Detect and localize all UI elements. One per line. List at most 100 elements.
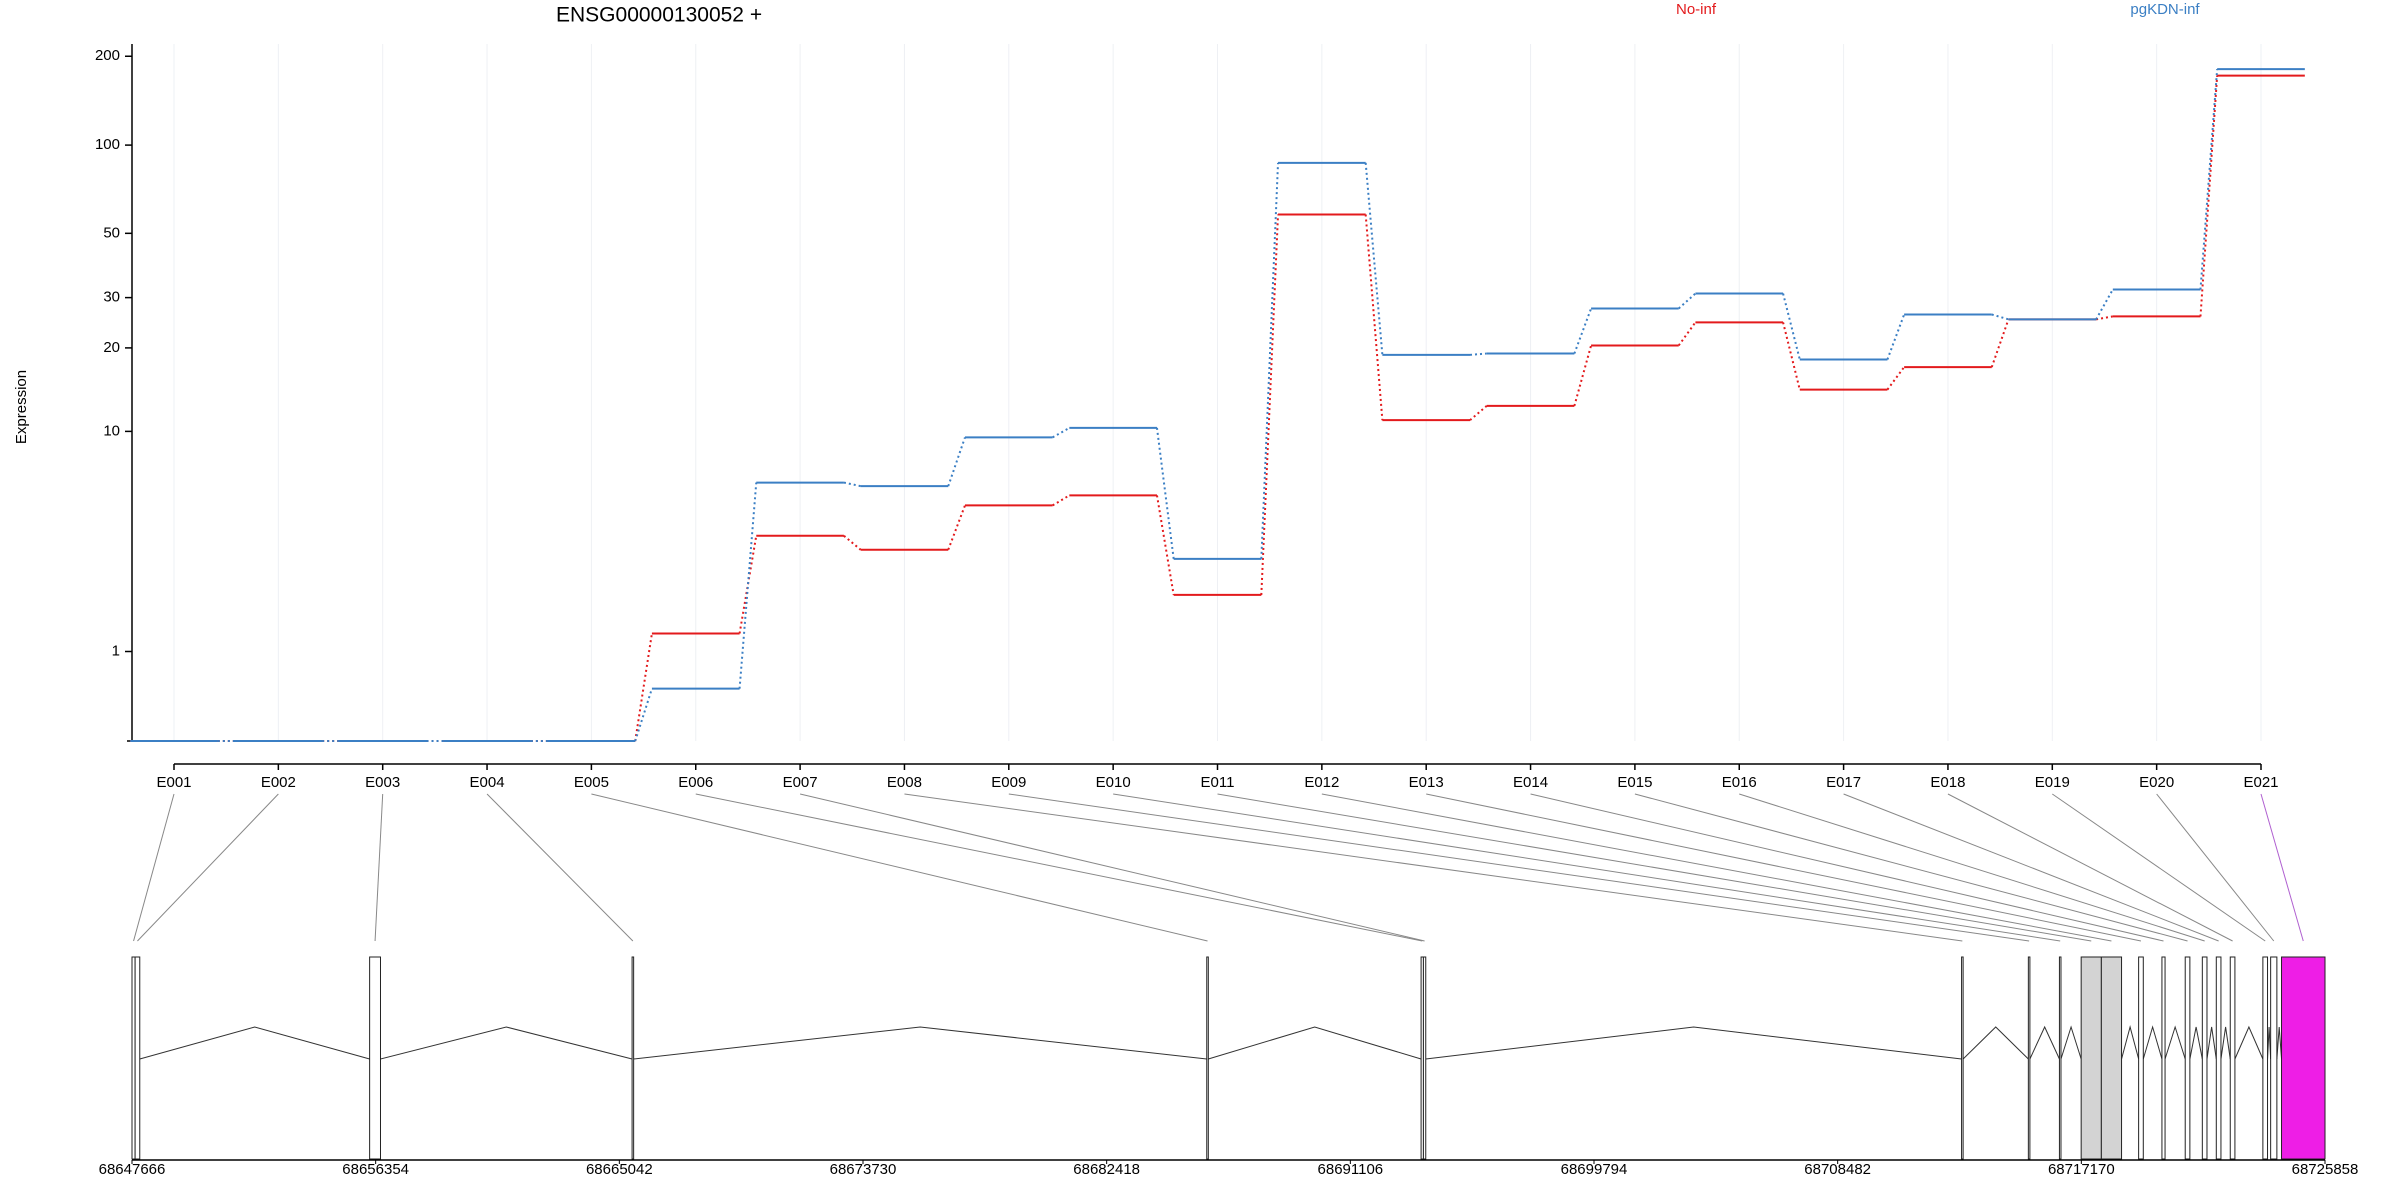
connector — [1886, 314, 1906, 360]
exon-link — [799, 793, 1425, 942]
y-tick-label: 20 — [103, 339, 120, 356]
connector — [1052, 427, 1070, 439]
connector — [843, 481, 861, 488]
x-tick-label: E001 — [156, 774, 191, 791]
connector — [1991, 313, 2009, 321]
x-tick-label: E006 — [678, 774, 713, 791]
x-tick-label: E013 — [1409, 774, 1444, 791]
connector — [1782, 293, 1801, 360]
exon-link — [1321, 793, 2112, 942]
connector — [738, 482, 758, 689]
x-tick-label: 68708482 — [1804, 1161, 1871, 1178]
exon — [369, 956, 381, 1160]
exon-link — [904, 793, 1963, 942]
exon — [2215, 956, 2222, 1160]
connector — [1260, 214, 1280, 595]
connector — [947, 505, 966, 551]
x-tick-label: 68647666 — [99, 1161, 166, 1178]
x-tick-label: E011 — [1201, 774, 1235, 791]
x-tick-label: 68699794 — [1561, 1161, 1628, 1178]
intron — [1962, 1026, 2029, 1060]
connector — [1677, 321, 1697, 347]
exon — [2138, 956, 2144, 1160]
connector — [1678, 292, 1697, 310]
exon — [2027, 956, 2031, 1160]
exon-link — [1008, 793, 2030, 942]
x-tick-label: 68656354 — [342, 1161, 409, 1178]
legend-entry: No-inf — [1676, 1, 1717, 18]
exon — [2184, 956, 2191, 1160]
x-tick-label: 68665042 — [586, 1161, 653, 1178]
connector — [738, 535, 758, 634]
connector — [1469, 405, 1488, 421]
connector — [1052, 494, 1070, 507]
y-tick-label: 30 — [103, 289, 120, 306]
connector — [634, 633, 653, 742]
exon — [1422, 956, 1427, 1160]
connector — [843, 535, 862, 551]
connector — [1573, 345, 1593, 407]
x-tick-label: 68691106 — [1318, 1161, 1384, 1178]
exon — [2058, 956, 2062, 1160]
legend-entry: pgKDN-inf — [2130, 1, 2200, 18]
exon — [134, 956, 141, 1160]
exon-link — [2156, 793, 2275, 942]
y-tick-label: 1 — [112, 642, 120, 659]
intron — [1425, 1026, 1962, 1060]
exon — [631, 956, 635, 1160]
exon-link — [591, 793, 1208, 942]
connector — [2095, 315, 2113, 321]
exon-link — [133, 793, 175, 942]
exon-link — [1947, 793, 2233, 942]
x-tick-label: 68717170 — [2048, 1161, 2115, 1178]
x-tick-label: E008 — [887, 774, 922, 791]
intron — [380, 1026, 633, 1060]
exon-link — [2052, 793, 2266, 942]
intron — [139, 1026, 370, 1060]
y-tick-label: 100 — [95, 136, 120, 153]
x-tick-label: 68725858 — [2292, 1161, 2359, 1178]
exon-link — [1217, 793, 2092, 942]
exon — [2262, 956, 2269, 1160]
exon-link — [1426, 793, 2142, 942]
connector — [1155, 427, 1175, 559]
exon — [2080, 956, 2102, 1160]
exon — [2229, 956, 2236, 1160]
x-tick-label: E021 — [2243, 774, 2278, 791]
x-tick-label: E020 — [2139, 774, 2174, 791]
connector — [2199, 75, 2219, 317]
exon — [2281, 956, 2326, 1160]
x-tick-label: E015 — [1617, 774, 1652, 791]
exon-link — [137, 793, 279, 942]
x-tick-label: E009 — [991, 774, 1026, 791]
x-tick-label: E017 — [1826, 774, 1861, 791]
y-tick-label: 50 — [103, 224, 120, 241]
exon-link — [486, 793, 634, 942]
x-tick-label: E012 — [1304, 774, 1339, 791]
exon-link — [695, 793, 1423, 942]
exon-link — [1739, 793, 2205, 942]
connector — [1155, 495, 1175, 596]
x-tick-label: E010 — [1096, 774, 1131, 791]
y-tick-label: 10 — [103, 422, 120, 439]
connector — [1782, 322, 1801, 390]
exon — [2161, 956, 2166, 1160]
exon-link — [374, 793, 384, 942]
exon — [1961, 956, 1964, 1160]
x-tick-label: E019 — [2035, 774, 2070, 791]
connector — [1573, 308, 1593, 354]
x-tick-label: 68673730 — [830, 1161, 897, 1178]
connector — [1364, 214, 1384, 421]
exon-link — [2260, 793, 2304, 942]
intron — [2267, 1026, 2272, 1060]
x-tick-label: E002 — [261, 774, 296, 791]
connector — [1990, 319, 2010, 368]
connector — [2095, 289, 2114, 320]
connector — [1260, 162, 1280, 559]
exon — [2201, 956, 2208, 1160]
x-tick-label: E003 — [365, 774, 400, 791]
connector — [1469, 352, 1487, 356]
x-tick-label: E016 — [1722, 774, 1757, 791]
exon-link — [1843, 793, 2219, 942]
